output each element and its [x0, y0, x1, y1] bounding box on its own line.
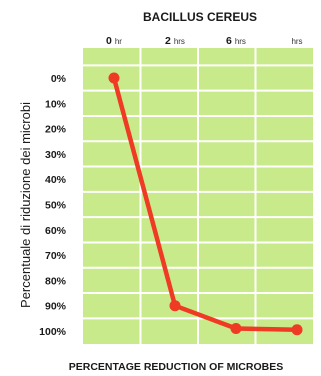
y-tick-label: 50%	[45, 200, 67, 212]
data-point	[291, 324, 303, 336]
y-tick-label: 10%	[45, 98, 67, 110]
y-tick-label: 20%	[45, 124, 67, 136]
y-tick-label: 0%	[51, 73, 67, 85]
data-point	[169, 300, 181, 312]
data-point	[230, 322, 242, 334]
x-tick-label: 0 hr	[106, 35, 122, 47]
grid-lines	[83, 48, 313, 344]
series-line	[108, 72, 303, 336]
y-ticks: 0% 10% 20% 30% 40% 50% 60% 70% 80% 90% 100%	[39, 73, 67, 338]
y-tick-label: 60%	[45, 225, 67, 237]
x-ticks: 0 hr 2 hrs 6 hrs hrs	[106, 35, 303, 47]
y-tick-label: 40%	[45, 174, 67, 186]
chart-title: BACILLUS CEREUS	[143, 10, 257, 24]
x-tick-label: hrs	[291, 37, 302, 46]
x-tick-label: 2 hrs	[165, 35, 185, 47]
y-tick-label: 80%	[45, 275, 67, 287]
x-axis-label: PERCENTAGE REDUCTION OF MICROBES	[69, 361, 283, 373]
y-tick-label: 30%	[45, 149, 67, 161]
y-tick-label: 90%	[45, 301, 67, 313]
series-line-path	[111, 75, 300, 332]
y-tick-label: 100%	[39, 326, 67, 338]
x-tick-label: 6 hrs	[226, 35, 246, 47]
y-tick-label: 70%	[45, 250, 67, 262]
data-point	[108, 72, 120, 84]
y-axis-label: Percentuale di riduzione dei microbi	[18, 102, 33, 308]
